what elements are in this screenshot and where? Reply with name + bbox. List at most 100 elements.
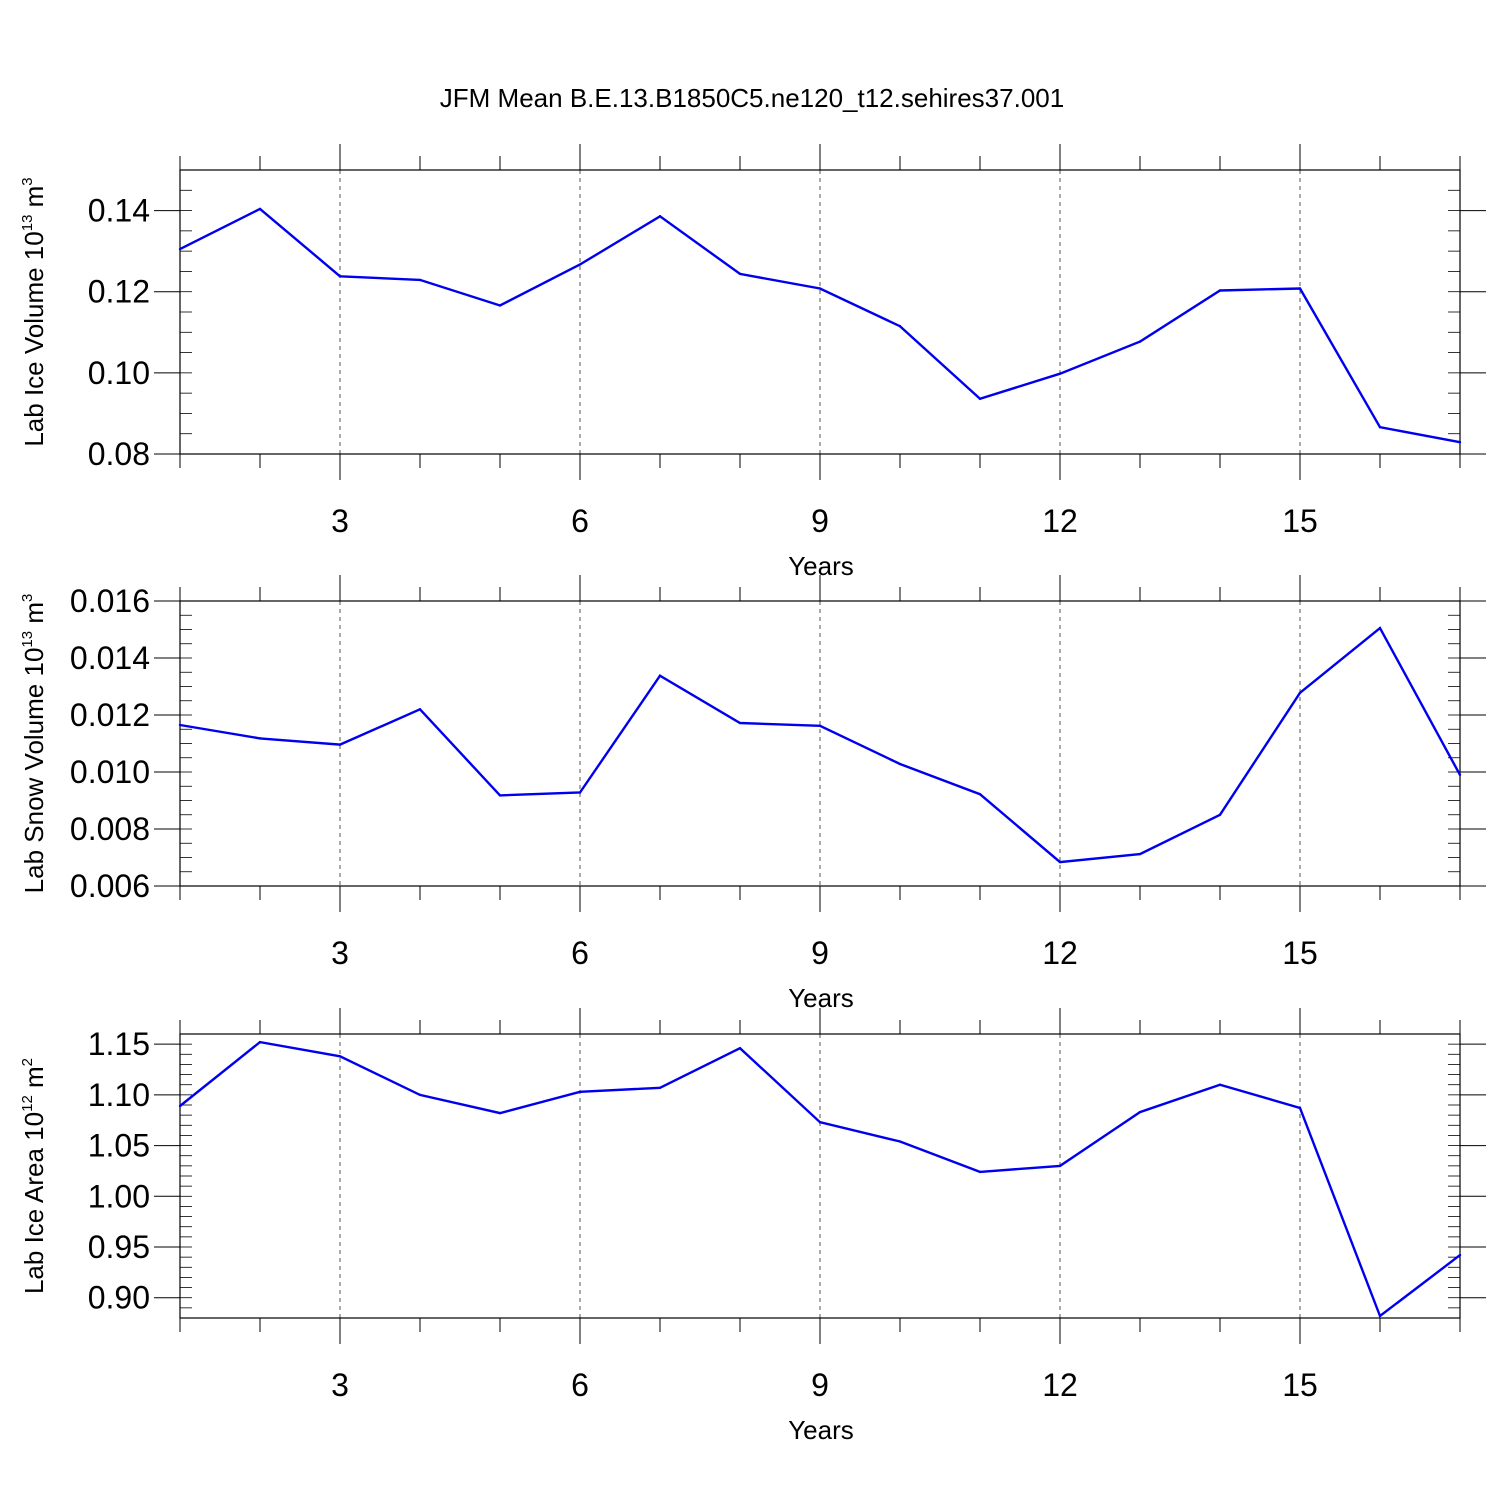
data-point xyxy=(1058,860,1062,864)
data-point xyxy=(1458,773,1462,777)
x-tick-label: 9 xyxy=(811,503,829,539)
y-tick-label: 0.006 xyxy=(70,868,150,904)
data-point xyxy=(898,762,902,766)
data-point xyxy=(578,791,582,794)
y-tick-label: 0.012 xyxy=(70,697,150,733)
x-tick-label: 3 xyxy=(331,503,349,539)
data-point xyxy=(338,1055,342,1058)
data-point xyxy=(338,275,342,278)
x-tick-label: 12 xyxy=(1042,935,1078,971)
data-point xyxy=(1058,1164,1062,1168)
panel-2: 0.006 0.008 0.010 0.012 0.014 0.016 3 6 9 12 15 Yea… xyxy=(19,575,1486,1013)
data-point xyxy=(1458,441,1462,444)
x-tick-label: 15 xyxy=(1282,935,1318,971)
data-point xyxy=(1378,426,1382,429)
data-point xyxy=(1218,1083,1222,1086)
y-axis-label-text: m xyxy=(19,1066,49,1095)
data-point xyxy=(258,737,262,740)
x-tick-label: 3 xyxy=(331,1367,349,1403)
y-axis-label: Lab Snow Volume 1013 m3 xyxy=(19,594,49,894)
data-point xyxy=(1218,289,1222,292)
x-tick-label: 6 xyxy=(571,935,589,971)
data-point xyxy=(898,1140,902,1143)
data-point xyxy=(258,207,262,211)
data-point xyxy=(738,1047,742,1050)
y-axis-label: Lab Ice Area 1012 m2 xyxy=(19,1058,49,1294)
data-point xyxy=(658,674,662,677)
y-tick-label: 0.12 xyxy=(88,274,150,310)
data-point xyxy=(1378,626,1382,630)
data-point xyxy=(1138,340,1142,343)
y-tick-label: 0.95 xyxy=(88,1229,150,1265)
y-axis-label-text: Lab Snow Volume 10 xyxy=(19,648,49,894)
x-tick-label: 12 xyxy=(1042,503,1078,539)
data-point xyxy=(818,724,822,728)
data-point xyxy=(1298,691,1302,694)
data-point xyxy=(418,1093,422,1097)
x-axis-label: Years xyxy=(788,1415,854,1445)
chart-title: JFM Mean B.E.13.B1850C5.ne120_t12.sehire… xyxy=(440,83,1064,113)
y-tick-label: 0.14 xyxy=(88,193,150,229)
y-axis-label-text: Lab Ice Area 10 xyxy=(19,1112,49,1294)
data-point xyxy=(418,278,422,282)
data-point xyxy=(978,397,982,401)
data-point xyxy=(178,247,182,251)
y-axis-label-text: m xyxy=(19,602,49,631)
data-point xyxy=(658,215,662,218)
y-tick-label: 0.014 xyxy=(70,640,150,676)
data-point xyxy=(1138,852,1142,856)
y-axis-label: Lab Ice Volume 1013 m3 xyxy=(19,177,49,446)
y-tick-label: 0.008 xyxy=(70,811,150,847)
data-point xyxy=(498,1111,502,1115)
y-axis-label-superscript: 13 xyxy=(19,215,36,232)
panel-3: 0.90 0.95 1.00 1.05 1.10 1.15 3 6 9 12 15 Years Lab … xyxy=(19,1008,1486,1445)
x-tick-label: 15 xyxy=(1282,503,1318,539)
data-point xyxy=(738,721,742,725)
y-axis-label-superscript: 2 xyxy=(19,1058,36,1066)
data-point xyxy=(178,1104,182,1108)
data-point xyxy=(498,794,502,797)
panel-1: 0.08 0.10 0.12 0.14 3 6 9 12 15 Years Lab Ice Volu… xyxy=(19,144,1486,581)
data-point xyxy=(1298,287,1302,290)
data-point xyxy=(818,287,822,290)
y-tick-label: 0.10 xyxy=(88,355,150,391)
data-point xyxy=(338,743,342,746)
y-axis-label-text: m xyxy=(19,186,49,215)
data-point xyxy=(818,1121,822,1124)
y-tick-label: 0.016 xyxy=(70,583,150,619)
x-tick-label: 9 xyxy=(811,1367,829,1403)
x-tick-label: 12 xyxy=(1042,1367,1078,1403)
x-axis-label: Years xyxy=(788,551,854,581)
data-point xyxy=(658,1086,662,1089)
x-tick-label: 6 xyxy=(571,503,589,539)
y-tick-label: 1.15 xyxy=(88,1026,150,1062)
y-axis-label-superscript: 12 xyxy=(19,1095,36,1112)
y-tick-label: 0.08 xyxy=(88,436,150,472)
x-axis-label: Years xyxy=(788,983,854,1013)
x-tick-label: 15 xyxy=(1282,1367,1318,1403)
data-point xyxy=(1138,1110,1142,1114)
y-tick-label: 0.90 xyxy=(88,1280,150,1316)
y-tick-label: 0.010 xyxy=(70,754,150,790)
data-point xyxy=(978,793,982,796)
y-tick-label: 1.10 xyxy=(88,1077,150,1113)
data-point xyxy=(178,723,182,727)
x-tick-label: 6 xyxy=(571,1367,589,1403)
y-axis-label-superscript: 3 xyxy=(19,177,36,185)
data-point xyxy=(1378,1314,1382,1318)
data-point xyxy=(1218,813,1222,816)
data-point xyxy=(1458,1253,1462,1257)
y-axis-label-superscript: 13 xyxy=(19,631,36,648)
y-tick-label: 1.05 xyxy=(88,1128,150,1164)
x-tick-label: 9 xyxy=(811,935,829,971)
data-point xyxy=(578,1090,582,1094)
data-point xyxy=(978,1170,982,1174)
data-point xyxy=(498,304,502,307)
data-point xyxy=(898,325,902,328)
x-tick-label: 3 xyxy=(331,935,349,971)
data-point xyxy=(1298,1106,1302,1110)
y-axis-label-text: Lab Ice Volume 10 xyxy=(19,231,49,446)
y-axis-label-superscript: 3 xyxy=(19,594,36,602)
data-point xyxy=(418,708,422,711)
